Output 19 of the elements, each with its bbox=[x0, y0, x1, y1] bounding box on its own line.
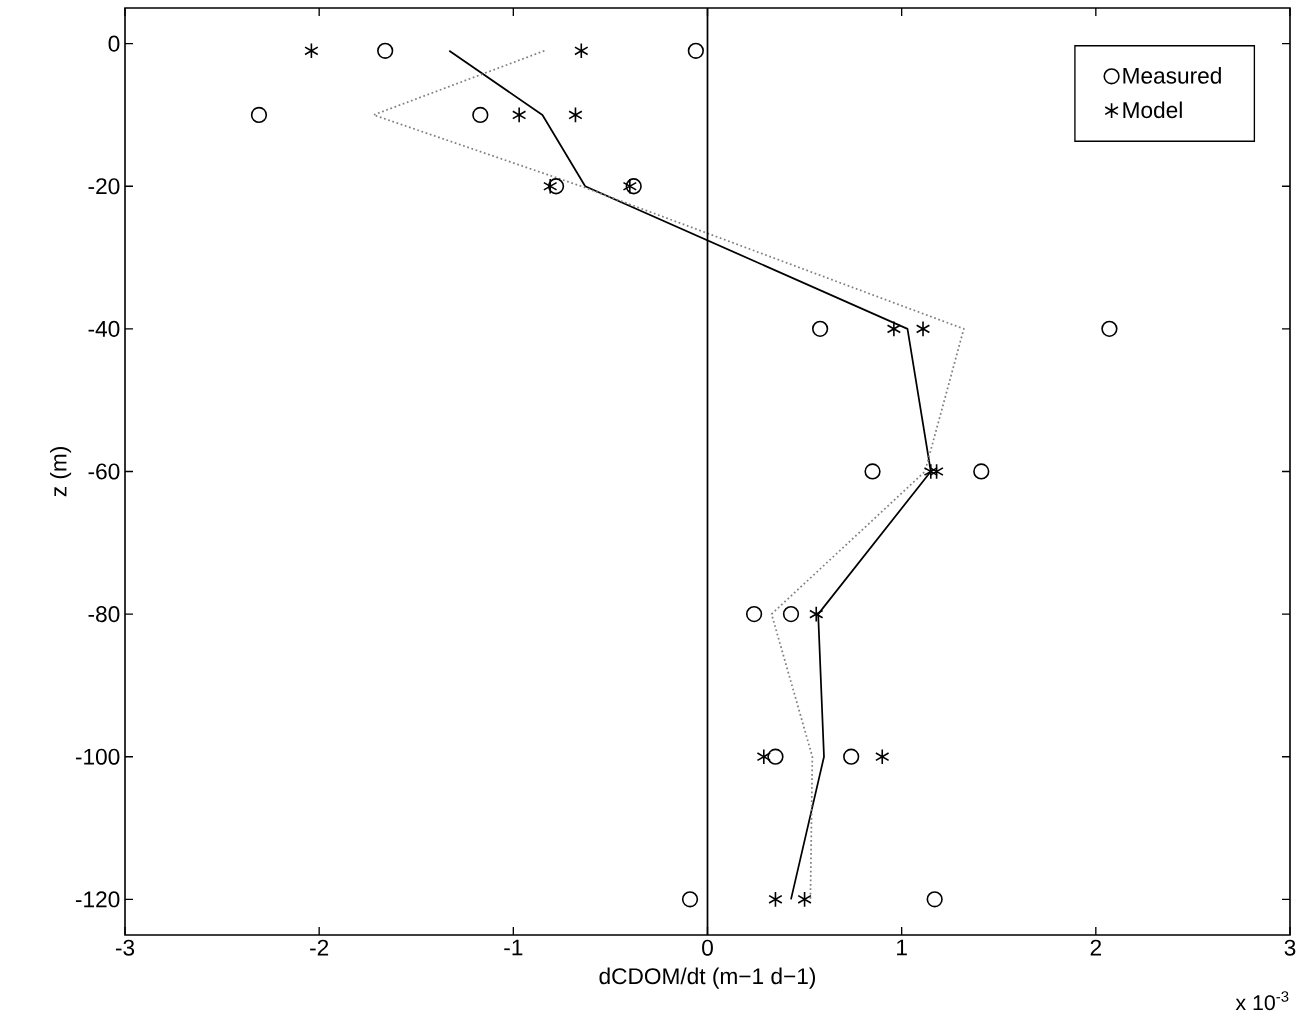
x-tick-label: 0 bbox=[702, 939, 713, 956]
y-tick-label: -100 bbox=[75, 748, 120, 765]
y-tick-label: -40 bbox=[88, 320, 120, 337]
x-tick-label: -3 bbox=[115, 939, 135, 956]
x-tick-label: 2 bbox=[1090, 939, 1101, 956]
y-tick-label: -80 bbox=[88, 606, 120, 623]
legend-label: Measured bbox=[1123, 67, 1221, 84]
y-tick-label: -60 bbox=[88, 463, 120, 480]
y-axis-title: z (m) bbox=[49, 447, 72, 497]
y-tick-label: -120 bbox=[75, 891, 120, 908]
x-tick-label: -1 bbox=[504, 939, 523, 956]
y-tick-label: 0 bbox=[108, 35, 120, 52]
x-tick-label: 1 bbox=[897, 939, 907, 956]
x-tick-label: -2 bbox=[310, 939, 329, 956]
x-axis-title: dCDOM/dt (m−1 d−1) bbox=[599, 967, 816, 989]
text: x 10$^{-3}$ bbox=[1235, 991, 1289, 1011]
y-tick-label: -20 bbox=[88, 178, 120, 195]
x-tick-label: 3 bbox=[1284, 939, 1296, 956]
legend-label: Model bbox=[1123, 101, 1182, 119]
